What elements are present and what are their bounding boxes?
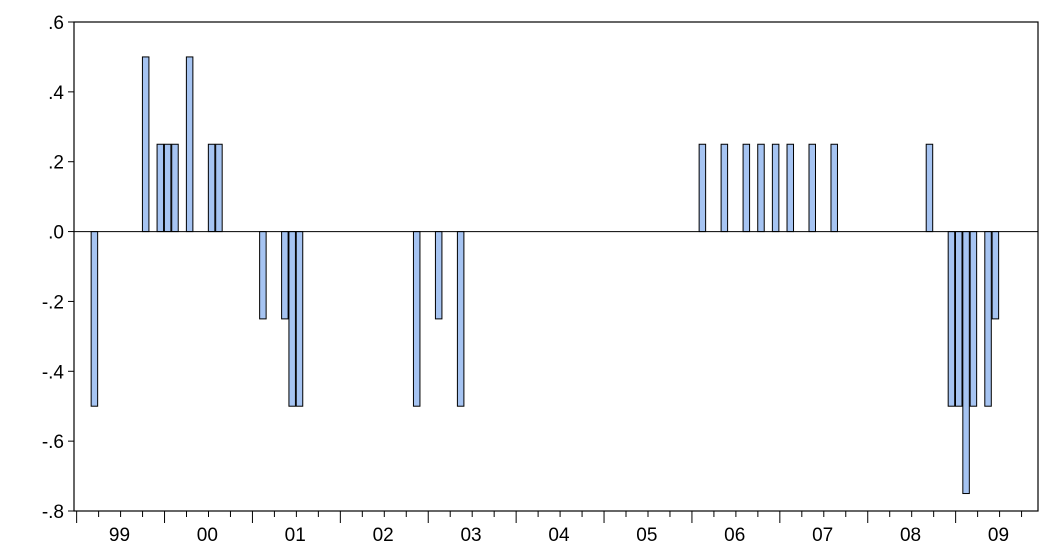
x-tick-label: 04 xyxy=(548,525,570,546)
bar xyxy=(207,143,216,233)
bar xyxy=(215,143,223,233)
bar xyxy=(742,143,751,233)
y-tick-label: -.6 xyxy=(42,432,64,453)
x-axis-ticks xyxy=(76,511,1023,523)
y-axis-ticks xyxy=(68,21,74,512)
x-tick-label: 99 xyxy=(109,525,130,546)
y-tick-label: .4 xyxy=(48,83,64,104)
bar xyxy=(185,56,194,233)
bar xyxy=(434,231,443,320)
bar xyxy=(984,231,992,407)
y-tick-label: -.4 xyxy=(42,362,65,383)
x-tick-label: 06 xyxy=(724,525,745,546)
x-tick-label: 03 xyxy=(460,525,481,546)
y-tick-label: -.8 xyxy=(42,502,64,523)
x-tick-label: 01 xyxy=(285,525,306,546)
bar xyxy=(991,231,1000,320)
bar-series xyxy=(90,56,1000,495)
x-tick-label: 02 xyxy=(373,525,394,546)
bar xyxy=(156,143,165,233)
bar xyxy=(830,143,838,233)
bar xyxy=(969,231,978,407)
x-tick-label: 00 xyxy=(197,525,218,546)
bar xyxy=(412,231,421,407)
bar xyxy=(456,231,465,407)
bar xyxy=(947,231,956,407)
x-tick-label: 09 xyxy=(988,525,1009,546)
bar xyxy=(771,143,780,233)
bar xyxy=(90,231,99,407)
bar xyxy=(786,143,795,233)
bar xyxy=(808,143,816,233)
y-tick-label: -.2 xyxy=(42,292,64,313)
y-tick-label: .2 xyxy=(48,153,64,174)
bar xyxy=(757,143,765,233)
x-tick-label: 07 xyxy=(812,525,833,546)
bar xyxy=(163,143,172,233)
bar xyxy=(281,231,289,320)
x-axis-labels: 99 00 01 02 03 04 05 06 07 08 09 xyxy=(109,525,1009,546)
x-tick-label: 05 xyxy=(636,525,657,546)
y-tick-label: .0 xyxy=(48,223,64,244)
y-tick-label: .6 xyxy=(48,13,64,34)
y-axis-labels: .6 .4 .2 .0 -.2 -.4 -.6 -.8 xyxy=(42,13,65,523)
plot-frame xyxy=(73,21,1039,512)
bar xyxy=(288,231,296,407)
bar xyxy=(925,143,934,233)
bar xyxy=(955,231,963,407)
bar xyxy=(259,231,267,320)
x-tick-label: 08 xyxy=(900,525,921,546)
bar xyxy=(295,231,304,407)
bar xyxy=(171,143,179,233)
bar xyxy=(141,56,150,233)
bar xyxy=(962,231,970,495)
bar xyxy=(698,143,707,233)
bar xyxy=(720,143,729,233)
